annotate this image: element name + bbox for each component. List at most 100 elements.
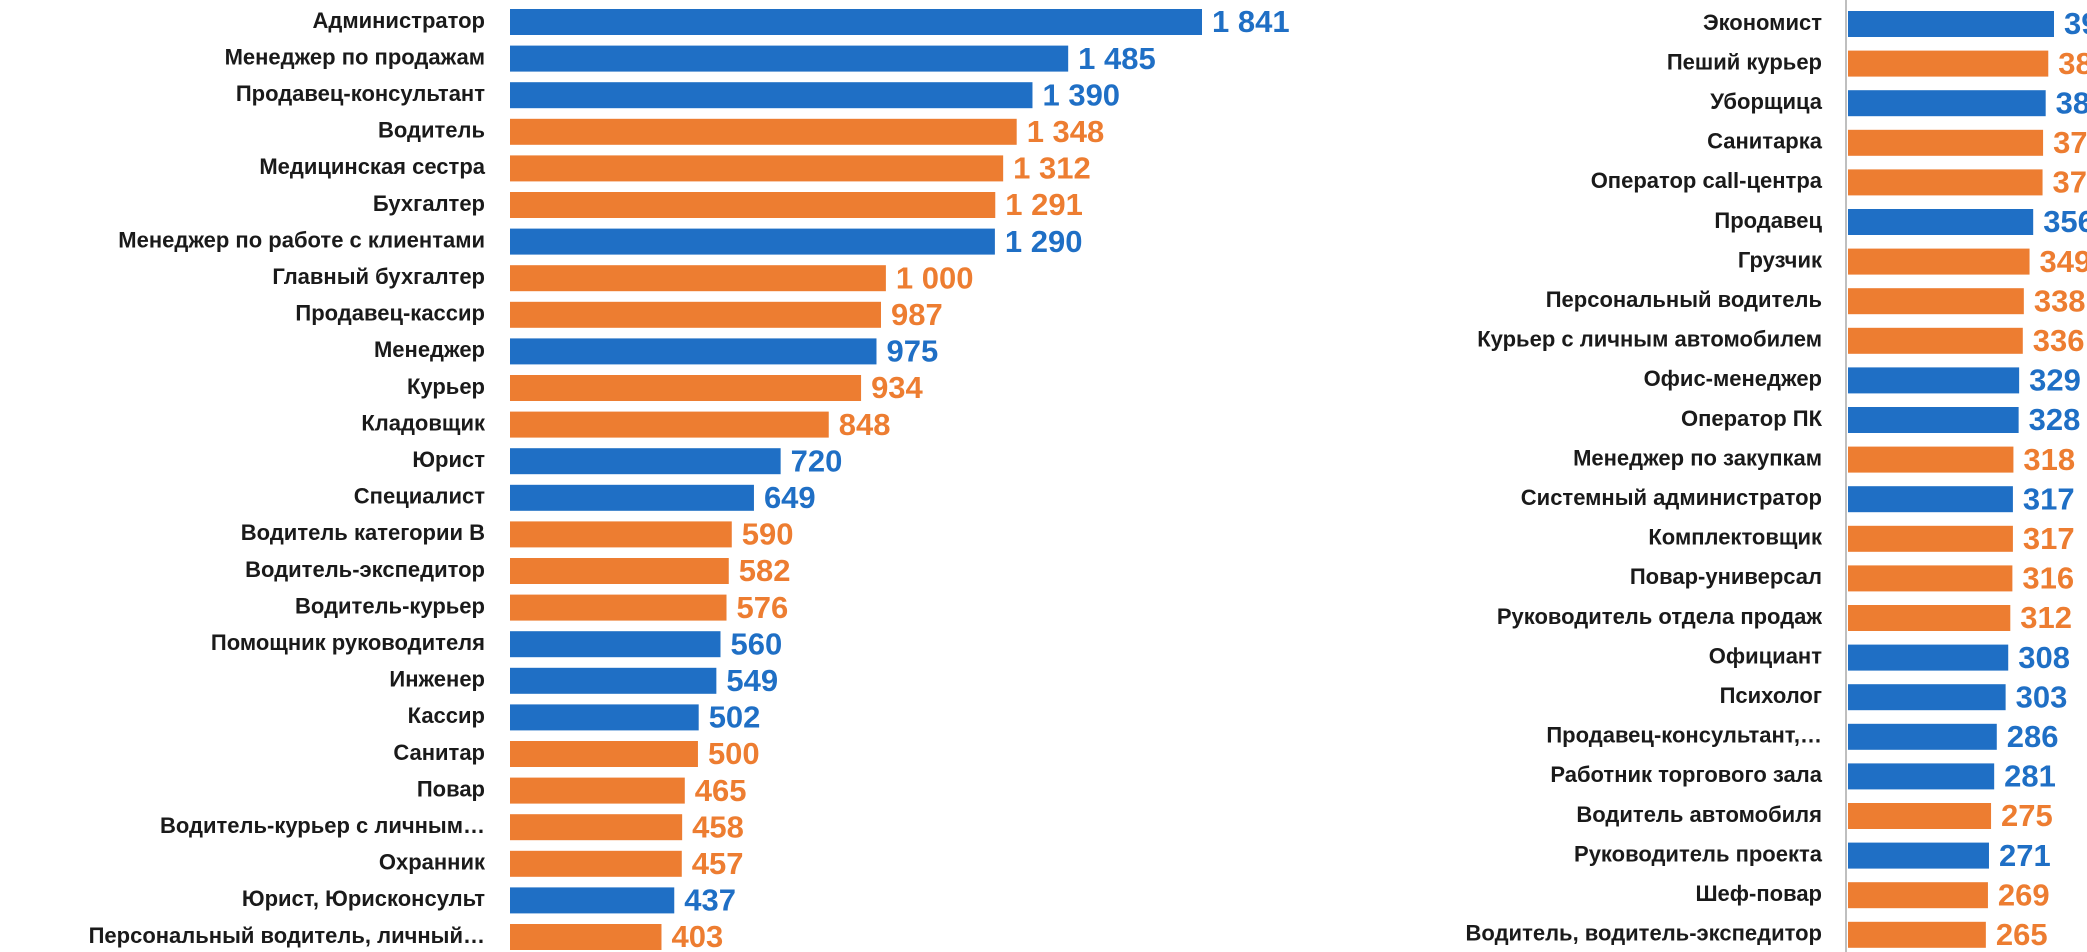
category-label: Комплектовщик xyxy=(1648,525,1823,550)
value-label: 1 312 xyxy=(1013,151,1091,186)
category-label: Работник торгового зала xyxy=(1550,762,1822,787)
bar xyxy=(510,814,683,841)
bar xyxy=(510,558,729,584)
value-label: 338 xyxy=(2034,283,2086,318)
value-label: 316 xyxy=(2022,561,2074,596)
value-label: 458 xyxy=(692,809,744,844)
value-label: 934 xyxy=(871,370,923,405)
category-label: Юрист, Юрисконсульт xyxy=(242,886,485,911)
bar xyxy=(1848,248,2030,275)
category-label: Менеджер xyxy=(374,337,485,362)
bar xyxy=(510,375,862,401)
value-label: 374 xyxy=(2053,165,2087,200)
bar xyxy=(510,594,727,621)
value-label: 1 290 xyxy=(1005,224,1083,259)
category-label: Менеджер по закупкам xyxy=(1573,445,1822,470)
bar xyxy=(510,484,754,511)
bar xyxy=(1848,367,2020,394)
value-label: 269 xyxy=(1998,877,2050,912)
category-label: Водитель категории В xyxy=(241,520,485,545)
value-label: 312 xyxy=(2020,600,2072,635)
value-label: 336 xyxy=(2033,323,2085,358)
bar xyxy=(1848,644,2009,671)
bar xyxy=(510,411,829,438)
value-label: 437 xyxy=(684,883,736,918)
bar xyxy=(1848,11,2054,37)
bar xyxy=(1848,565,2013,592)
value-label: 349 xyxy=(2040,244,2087,279)
bar xyxy=(1848,446,2014,473)
bar xyxy=(1848,407,2019,433)
bar xyxy=(1848,129,2044,156)
bar xyxy=(510,924,662,950)
value-label: 396 xyxy=(2064,6,2087,41)
value-label: 317 xyxy=(2023,481,2075,516)
category-label: Кладовщик xyxy=(361,410,486,435)
category-label: Продавец-консультант xyxy=(236,81,485,106)
category-label: Санитар xyxy=(393,740,485,765)
value-label: 649 xyxy=(764,480,816,515)
value-label: 1 291 xyxy=(1005,187,1083,222)
value-label: 275 xyxy=(2001,798,2053,833)
bar xyxy=(510,521,732,548)
value-label: 848 xyxy=(839,407,891,442)
value-label: 317 xyxy=(2023,521,2075,556)
category-label: Водитель, водитель-экспедитор xyxy=(1466,921,1822,946)
value-label: 281 xyxy=(2004,759,2056,794)
bar xyxy=(1848,803,1992,829)
bar xyxy=(510,228,995,255)
category-label: Водитель-курьер xyxy=(295,593,485,618)
bar xyxy=(510,741,698,767)
bar xyxy=(510,118,1017,145)
bar xyxy=(1848,327,2023,354)
value-label: 375 xyxy=(2053,125,2087,160)
category-label: Повар-универсал xyxy=(1630,564,1822,589)
value-label: 502 xyxy=(709,700,761,735)
category-label: Главный бухгалтер xyxy=(272,264,485,289)
bar xyxy=(1848,288,2024,315)
bar xyxy=(510,9,1202,35)
category-label: Продавец-кассир xyxy=(295,301,485,326)
category-label: Повар xyxy=(417,776,485,801)
category-label: Водитель xyxy=(378,118,485,143)
value-label: 318 xyxy=(2023,442,2075,477)
value-label: 265 xyxy=(1996,917,2048,952)
value-label: 457 xyxy=(692,846,744,881)
category-label: Персональный водитель xyxy=(1546,287,1822,312)
value-label: 403 xyxy=(671,919,723,952)
category-label: Специалист xyxy=(354,484,485,509)
value-label: 1 485 xyxy=(1078,41,1156,76)
category-label: Персональный водитель, личный… xyxy=(89,923,485,948)
bar xyxy=(510,667,717,694)
category-label: Оператор call-центра xyxy=(1591,168,1823,193)
value-label: 303 xyxy=(2016,679,2068,714)
category-label: Менеджер по продажам xyxy=(225,44,485,69)
category-label: Инженер xyxy=(389,667,485,692)
value-label: 380 xyxy=(2056,85,2087,120)
value-label: 975 xyxy=(886,334,938,369)
bar xyxy=(510,155,1004,182)
bar xyxy=(510,704,699,731)
value-label: 1 390 xyxy=(1042,77,1120,112)
bar xyxy=(1848,50,2049,77)
category-label: Продавец xyxy=(1714,208,1822,233)
bar xyxy=(1848,684,2006,711)
category-label: Бухгалтер xyxy=(373,191,485,216)
category-label: Продавец-консультант,… xyxy=(1546,723,1822,748)
category-label: Санитарка xyxy=(1707,129,1823,154)
category-label: Администратор xyxy=(312,8,485,33)
bar xyxy=(510,338,877,365)
category-label: Пеший курьер xyxy=(1667,49,1822,74)
value-label: 590 xyxy=(742,517,794,552)
value-label: 356 xyxy=(2043,204,2087,239)
bar xyxy=(510,82,1033,109)
category-label: Экономист xyxy=(1703,10,1822,35)
bar xyxy=(1848,90,2046,117)
value-label: 308 xyxy=(2018,640,2070,675)
category-label: Шеф-повар xyxy=(1695,881,1822,906)
category-label: Помощник руководителя xyxy=(211,630,485,655)
bar xyxy=(510,777,685,804)
bar xyxy=(1848,882,1988,909)
value-label: 1 348 xyxy=(1027,114,1105,149)
